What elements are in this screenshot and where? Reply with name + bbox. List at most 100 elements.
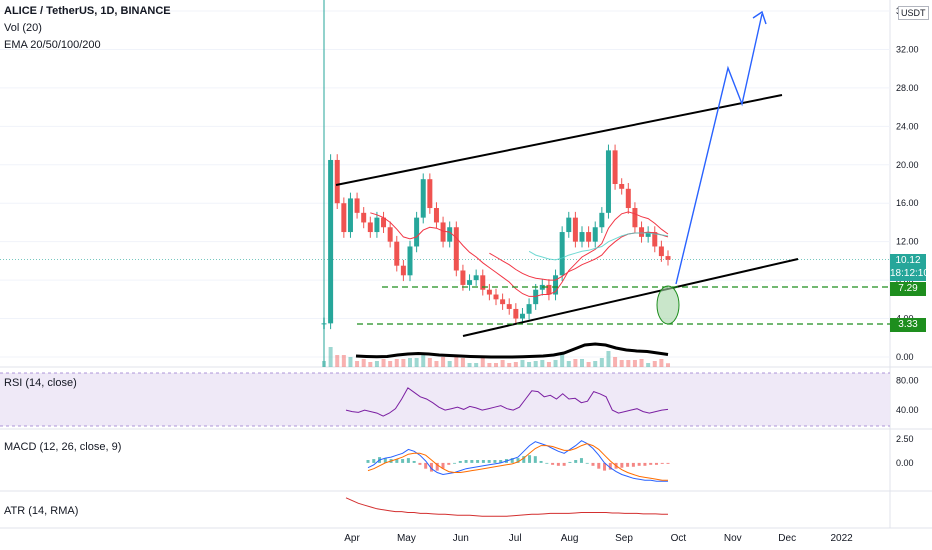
candle-body [526, 304, 532, 314]
volume-bar [434, 361, 439, 367]
x-tick-label: Oct [671, 533, 687, 544]
volume-bar [652, 361, 657, 367]
volume-bar [341, 355, 346, 367]
candle-body [374, 217, 380, 233]
last-price-badge: 10.12 [890, 254, 926, 268]
candle-body [592, 227, 598, 242]
volume-bar [520, 360, 525, 367]
rsi-band [0, 373, 890, 426]
candle-body [605, 150, 611, 213]
macd-histogram-bar [666, 462, 670, 464]
ema-indicator-label[interactable]: EMA 20/50/100/200 [4, 39, 101, 51]
volume-bar [381, 359, 386, 367]
candle-body [460, 270, 466, 285]
y-tick-label: 0.00 [896, 352, 914, 362]
macd-histogram-bar [649, 462, 653, 465]
candle-body [328, 159, 334, 324]
y-tick-label: 20.00 [896, 160, 919, 170]
macd-histogram-bar [481, 460, 485, 463]
volume-bar [613, 357, 618, 367]
candle-body [559, 232, 565, 276]
y-tick-label: 12.00 [896, 237, 919, 247]
volume-bar [323, 0, 325, 367]
candle-body [566, 217, 572, 233]
candle-body [665, 256, 671, 260]
countdown-badge: 18:12:10 [890, 267, 929, 281]
macd-histogram-bar [626, 462, 630, 467]
rsi-pane-label[interactable]: RSI (14, close) [4, 377, 77, 389]
volume-bar [467, 363, 472, 367]
candle-body [625, 188, 631, 209]
macd-histogram-bar [458, 460, 462, 463]
macd-histogram-bar [620, 462, 624, 468]
y-tick-label: 28.00 [896, 83, 919, 93]
macd-histogram-bar [637, 462, 641, 466]
macd-histogram-bar [412, 460, 416, 463]
volume-bar [527, 362, 532, 367]
rsi-tick-label: 80.00 [896, 375, 919, 385]
macd-histogram-bar [441, 462, 445, 469]
macd-histogram-bar [597, 462, 601, 469]
candle-body [381, 217, 387, 228]
candle-body [433, 208, 439, 223]
candle-body [519, 313, 525, 319]
candle-body [572, 217, 578, 242]
macd-histogram-bar [516, 458, 520, 463]
volume-bar [580, 359, 584, 367]
macd-histogram-bar [476, 460, 480, 463]
macd-pane-label[interactable]: MACD (12, 26, close, 9) [4, 441, 122, 453]
candle-body [658, 246, 664, 257]
volume-bar [666, 363, 670, 367]
macd-histogram-bar [551, 462, 555, 465]
macd-histogram-bar [654, 462, 658, 465]
macd-histogram-bar [660, 462, 664, 464]
volume-bar [368, 362, 373, 367]
volume-bar [414, 358, 419, 367]
volume-bar [500, 360, 505, 367]
ema-line [528, 232, 669, 261]
candle-body [480, 275, 486, 290]
candle-body [639, 227, 645, 237]
macd-histogram-bar [591, 462, 595, 466]
support-level-badge: 3.33 [890, 318, 926, 332]
volume-bar [626, 360, 631, 367]
macd-histogram-bar [453, 462, 457, 464]
rsi-tick-label: 40.00 [896, 405, 919, 415]
atr-pane-label[interactable]: ATR (14, RMA) [4, 505, 79, 517]
macd-line [367, 440, 668, 482]
macd-tick-label: 2.50 [896, 434, 914, 444]
macd-histogram-bar [499, 460, 503, 463]
volume-bar [546, 362, 551, 367]
candle-body [506, 304, 512, 309]
macd-histogram-bar [579, 458, 583, 463]
y-tick-label: 24.00 [896, 121, 919, 131]
macd-histogram-bar [631, 462, 635, 467]
atr-line [345, 497, 668, 517]
vol-indicator-label[interactable]: Vol (20) [4, 22, 42, 34]
candle-body [407, 246, 413, 276]
symbol-title[interactable]: ALICE / TetherUS, 1D, BINANCE [4, 5, 171, 17]
projection-arrow [675, 13, 763, 285]
macd-histogram-bar [401, 459, 405, 463]
x-tick-label: Jul [509, 533, 522, 544]
macd-histogram-bar [522, 456, 526, 463]
pane-bg [0, 432, 890, 491]
macd-histogram-bar [539, 460, 543, 463]
volume-bar [441, 357, 446, 367]
macd-histogram-bar [545, 462, 549, 464]
y-tick-label: 32.00 [896, 44, 919, 54]
candle-body [440, 222, 446, 242]
candle-body [387, 227, 393, 242]
volume-bar [553, 360, 558, 367]
candle-body [341, 203, 347, 233]
x-tick-label: May [397, 533, 416, 544]
volume-bar [427, 358, 432, 367]
x-tick-label: Nov [724, 533, 742, 544]
macd-tick-label: 0.00 [896, 458, 914, 468]
currency-tag[interactable]: USDT [898, 6, 929, 20]
volume-bar [474, 363, 479, 367]
volume-bar [586, 362, 591, 367]
x-tick-label: Jun [453, 533, 469, 544]
x-tick-label: 2022 [830, 533, 853, 544]
